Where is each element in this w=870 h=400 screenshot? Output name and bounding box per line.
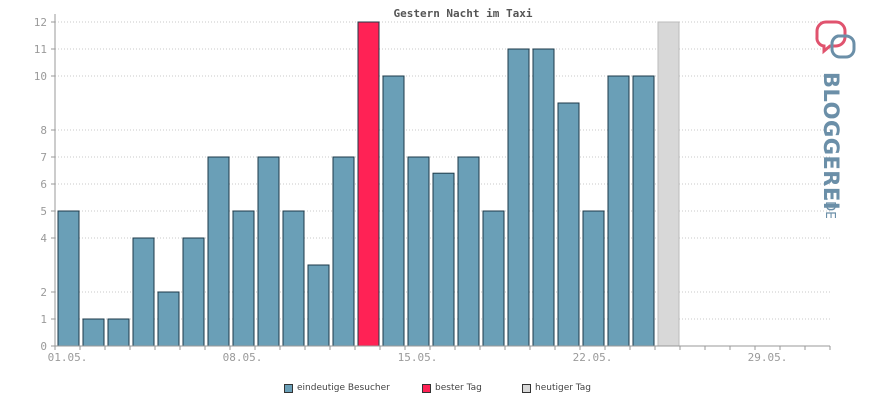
legend-item-visitors: eindeutige Besucher bbox=[284, 383, 390, 393]
y-tick-label: 10 bbox=[34, 70, 47, 83]
bar-14 bbox=[382, 75, 405, 347]
y-tick-label: 8 bbox=[40, 124, 47, 137]
bar-9 bbox=[257, 156, 280, 347]
bar-12 bbox=[332, 156, 355, 347]
legend-swatch-today bbox=[522, 383, 531, 393]
x-tick-label: 01.05. bbox=[48, 351, 88, 364]
x-tick-labels: 01.05. 08.05. 15.05. 22.05. 29.05. bbox=[48, 351, 788, 364]
x-tick-label: 08.05. bbox=[223, 351, 263, 364]
bar-19 bbox=[507, 48, 530, 347]
y-tick-label: 1 bbox=[40, 313, 47, 326]
logo-suffix: .DE bbox=[822, 197, 837, 218]
bar-8 bbox=[232, 210, 255, 347]
bar-21 bbox=[557, 102, 580, 347]
bar-6 bbox=[182, 237, 205, 347]
bar-17 bbox=[457, 156, 480, 347]
legend-label-best-day: bester Tag bbox=[435, 383, 482, 393]
logo-text: BLOGGEREI bbox=[819, 72, 843, 210]
bar-25 bbox=[657, 21, 680, 347]
axes bbox=[51, 14, 831, 350]
y-tick-label: 0 bbox=[40, 340, 47, 353]
bar-20 bbox=[532, 48, 555, 347]
bar-23 bbox=[607, 75, 630, 347]
x-tick-label: 15.05. bbox=[398, 351, 438, 364]
bar-22 bbox=[582, 210, 605, 347]
legend: eindeutige Besucher bester Tag heutiger … bbox=[0, 383, 870, 399]
chart-title: Gestern Nacht im Taxi bbox=[393, 7, 532, 20]
legend-label-visitors: eindeutige Besucher bbox=[297, 383, 390, 393]
bar-11 bbox=[307, 264, 330, 347]
bar-2 bbox=[82, 318, 105, 347]
bar-18 bbox=[482, 210, 505, 347]
y-tick-label: 6 bbox=[40, 178, 47, 191]
bars bbox=[57, 21, 680, 347]
legend-label-today: heutiger Tag bbox=[535, 383, 592, 393]
x-tick-label: 22.05. bbox=[573, 351, 613, 364]
bar-7 bbox=[207, 156, 230, 347]
bar-5 bbox=[157, 291, 180, 347]
bar-4 bbox=[132, 237, 155, 347]
y-tick-label: 11 bbox=[34, 43, 47, 56]
bar-1 bbox=[57, 210, 80, 347]
y-tick-label: 4 bbox=[40, 232, 47, 245]
y-tick-label: 12 bbox=[34, 16, 47, 29]
bar-15 bbox=[407, 156, 430, 347]
bar-24 bbox=[632, 75, 655, 347]
bar-13 bbox=[357, 21, 380, 347]
legend-item-best-day: bester Tag bbox=[422, 383, 482, 393]
y-tick-label: 7 bbox=[40, 151, 47, 164]
speech-bubbles-icon bbox=[815, 20, 856, 59]
bar-16 bbox=[432, 172, 455, 347]
legend-swatch-best-day bbox=[422, 383, 431, 393]
y-tick-label: 2 bbox=[40, 286, 47, 299]
y-tick-label: 5 bbox=[40, 205, 47, 218]
legend-swatch-visitors bbox=[284, 383, 293, 393]
bar-10 bbox=[282, 210, 305, 347]
legend-item-today: heutiger Tag bbox=[522, 383, 591, 393]
x-tick-label: 29.05. bbox=[748, 351, 788, 364]
bar-3 bbox=[107, 318, 130, 347]
bloggerei-logo: BLOGGEREI .DE bbox=[815, 20, 856, 218]
